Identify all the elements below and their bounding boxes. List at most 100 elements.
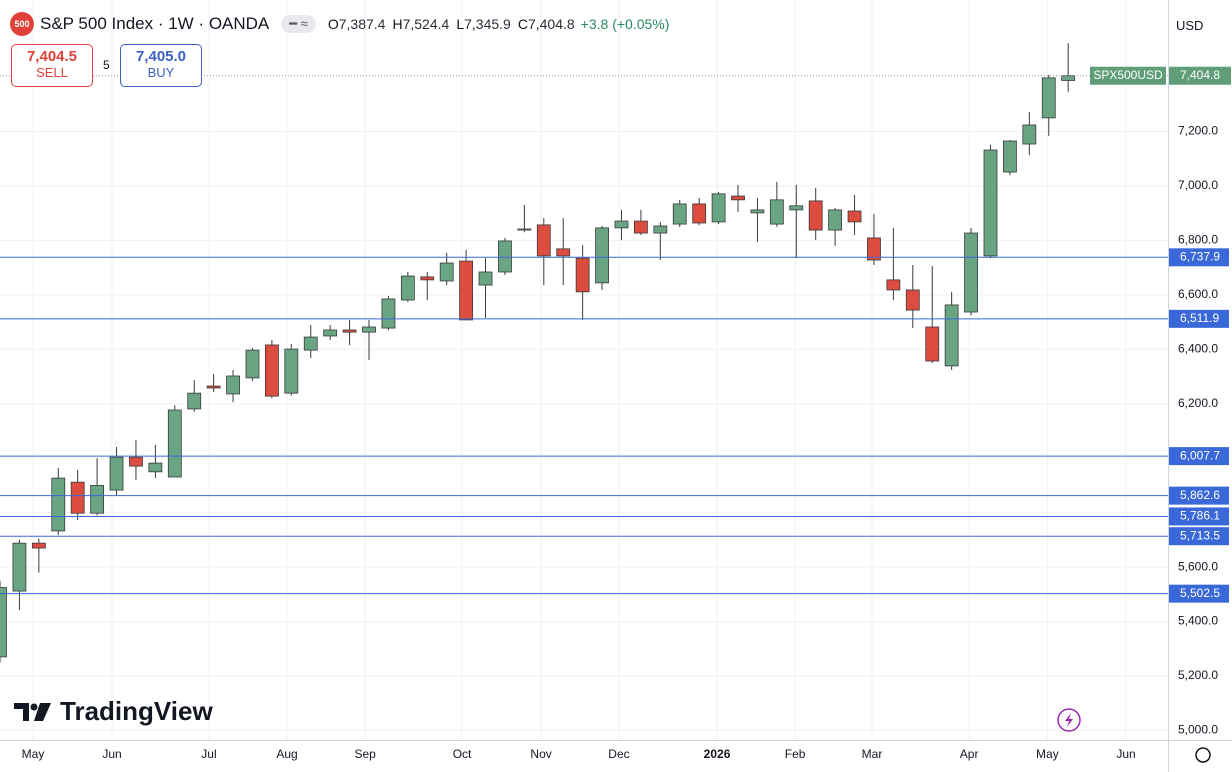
candle-body: [342, 329, 357, 333]
ohlc-value: 7,387.4: [338, 16, 386, 32]
candle-body: [478, 271, 493, 286]
candle-body: [595, 227, 609, 284]
candle-body: [672, 203, 687, 225]
sell-button[interactable]: 7,404.5 SELL: [11, 44, 93, 87]
symbol-title[interactable]: S&P 500 Index · 1W · OANDA: [40, 14, 270, 33]
level-label-box: [1169, 248, 1229, 267]
candle-body: [886, 279, 901, 291]
candle-body: [459, 260, 474, 321]
logo-mark: [14, 702, 51, 721]
candle-body: [148, 462, 163, 473]
y-tick-label: 6,600.0: [1178, 287, 1218, 301]
candle-body: [711, 193, 726, 223]
currency[interactable]: USD: [1176, 18, 1204, 33]
level-label: 5,502.5: [1180, 586, 1220, 600]
candle-body: [750, 209, 765, 214]
x-tick-label: Oct: [453, 747, 472, 761]
ohlc-key: H: [392, 16, 403, 32]
candle-body: [867, 237, 881, 261]
candle-body: [284, 348, 299, 394]
ohlc-value: 7,404.8: [527, 16, 575, 32]
candle-body: [381, 298, 396, 329]
buy-label: BUY: [147, 65, 175, 80]
candle-body: [653, 225, 668, 234]
y-tick-label: 5,000.0: [1178, 723, 1218, 737]
y-tick-label: 5,400.0: [1178, 614, 1218, 628]
candle-body: [323, 329, 338, 337]
candle-body: [614, 220, 629, 229]
candle-body: [769, 199, 784, 225]
x-tick-label: Mar: [862, 747, 883, 761]
y-tick-label: 6,400.0: [1178, 341, 1218, 355]
candle-body: [109, 456, 124, 491]
candle-body: [828, 209, 843, 231]
candle-body: [905, 289, 920, 311]
candle-body: [245, 349, 260, 379]
events-bolt: [1065, 713, 1073, 727]
level-label-box: [1169, 584, 1229, 603]
candle-body: [129, 456, 143, 467]
candle-body: [556, 248, 571, 257]
ohlc-item: C7,404.8: [518, 16, 575, 32]
y-tick-label: 6,200.0: [1178, 396, 1218, 410]
level-label-box: [1169, 527, 1229, 546]
y-tick-label: 7,000.0: [1178, 178, 1218, 192]
candle-body: [536, 224, 551, 257]
candle-body: [400, 275, 415, 301]
x-tick-label: Jun: [102, 747, 121, 761]
x-tick-label: Jun: [1116, 747, 1135, 761]
candle-body: [90, 485, 105, 514]
candle-body: [731, 195, 745, 201]
x-tick-label: May: [1036, 747, 1059, 761]
level-label: 5,786.1: [1180, 509, 1220, 523]
candle-body: [517, 228, 532, 231]
level-label-box: [1169, 507, 1229, 526]
ohlc-value: 7,345.9: [464, 16, 511, 32]
indicator-toggle[interactable]: ━ ≈: [281, 15, 316, 33]
sell-label: SELL: [36, 65, 68, 80]
y-tick-label: 5,200.0: [1178, 668, 1218, 682]
x-tick-label: Sep: [354, 747, 376, 761]
candle-body: [925, 326, 940, 362]
ohlc-item: O7,387.4: [328, 16, 386, 32]
change: +3.8 (+0.05%): [580, 16, 670, 32]
buy-price: 7,405.0: [135, 48, 187, 65]
ohlc-value: 7,524.4: [402, 16, 450, 32]
candle-body: [964, 232, 978, 313]
candle-body: [575, 257, 590, 293]
candle-body: [187, 392, 202, 410]
level-label: 5,862.6: [1180, 488, 1220, 502]
x-tick-label: Jul: [201, 747, 216, 761]
candle-body: [789, 205, 804, 211]
candle-body: [0, 587, 7, 658]
candle-body: [420, 276, 435, 281]
ohlc-item: L7,345.9: [456, 16, 511, 32]
last-price-label: 7,404.8: [1180, 68, 1220, 82]
ohlc: O7,387.4 H7,524.4 L7,345.9 C7,404.8: [328, 16, 575, 32]
candle-body: [12, 542, 27, 592]
y-tick-label: 5,600.0: [1178, 559, 1218, 573]
candle-body: [439, 262, 454, 282]
level-label-box: [1169, 447, 1229, 466]
candle-body: [634, 220, 648, 234]
events-icon: [1057, 708, 1081, 732]
buy-button[interactable]: 7,405.0 BUY: [120, 44, 202, 87]
y-tick-label: 7,200.0: [1178, 124, 1218, 138]
candle-body: [167, 409, 182, 478]
x-tick-label: 2026: [704, 747, 731, 761]
y-tick-label: 5,800.0: [1178, 505, 1218, 519]
y-tick-label: 6,000.0: [1178, 450, 1218, 464]
header: 500 S&P 500 Index · 1W · OANDA ━ ≈ O7,38…: [10, 12, 669, 36]
ohlc-key: O: [327, 16, 339, 32]
candle-body: [226, 375, 240, 395]
symbol-badge: 500: [10, 12, 34, 36]
x-tick-label: Dec: [608, 747, 629, 761]
y-tick-label: 6,800.0: [1178, 233, 1218, 247]
candle-body: [498, 240, 512, 273]
logo-text: TradingView: [60, 696, 213, 726]
logo: TradingView: [14, 696, 213, 727]
ohlc-item: H7,524.4: [392, 16, 449, 32]
symbol-box: [1090, 66, 1166, 85]
candle-body: [1041, 77, 1056, 119]
